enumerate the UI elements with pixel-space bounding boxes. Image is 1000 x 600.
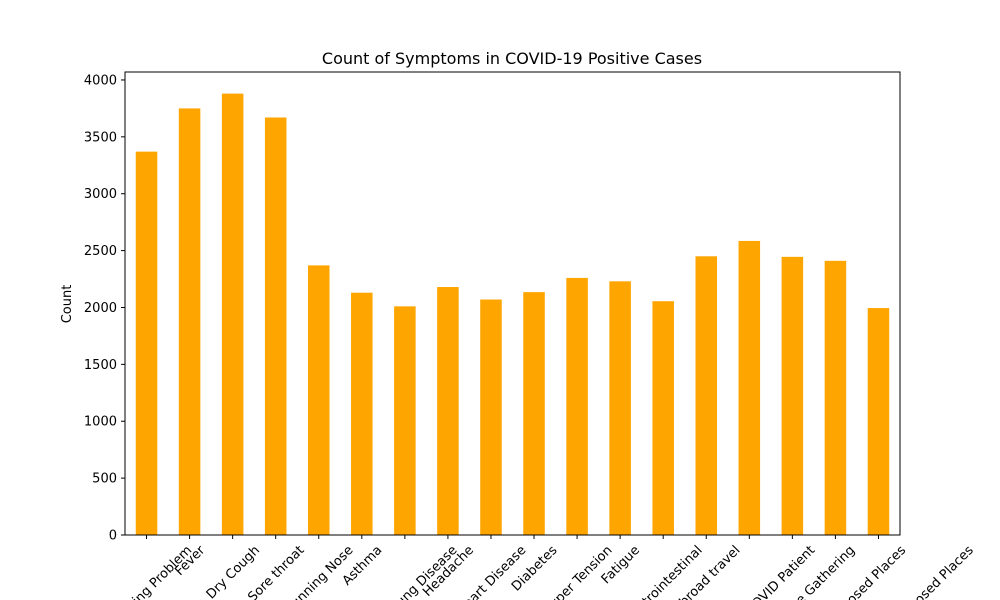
- plot-frame: [124, 71, 901, 536]
- bar: [264, 117, 287, 535]
- y-tick-label: 3000: [84, 187, 117, 202]
- bar: [566, 277, 588, 535]
- y-tick-label: 1500: [84, 358, 117, 373]
- bar: [523, 292, 545, 535]
- bar: [867, 308, 890, 535]
- bar: [738, 240, 761, 535]
- y-axis-label: Count: [60, 285, 75, 324]
- bar: [781, 256, 804, 535]
- chart-title: Count of Symptoms in COVID-19 Positive C…: [322, 49, 702, 68]
- bar: [178, 108, 201, 535]
- y-tick-label: 500: [92, 472, 117, 487]
- bar: [652, 301, 674, 535]
- y-tick-label: 1000: [84, 415, 117, 430]
- bar: [351, 292, 373, 535]
- bar: [609, 281, 631, 535]
- bar: [437, 287, 459, 535]
- bar: [307, 265, 330, 535]
- bar: [824, 260, 847, 535]
- bar: [135, 151, 158, 535]
- y-tick-label: 2500: [84, 244, 117, 259]
- bar: [480, 299, 502, 535]
- y-tick-label: 2000: [84, 301, 117, 316]
- bar: [394, 306, 416, 535]
- bar: [695, 256, 718, 535]
- y-tick-label: 0: [109, 529, 117, 544]
- y-tick-label: 4000: [84, 73, 117, 88]
- bar: [221, 93, 244, 535]
- y-tick-label: 3500: [84, 130, 117, 145]
